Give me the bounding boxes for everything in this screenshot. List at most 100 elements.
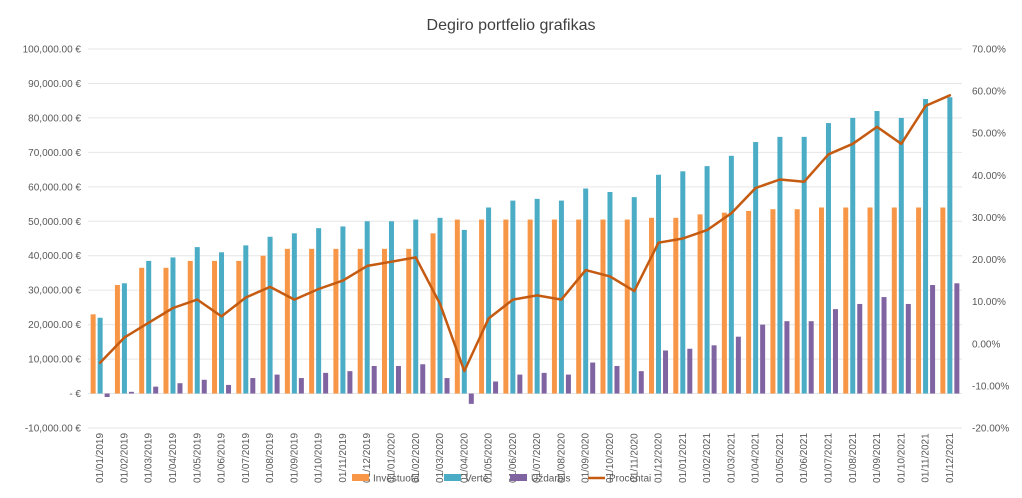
bar-investuota — [891, 207, 897, 394]
bar-investuota — [309, 248, 315, 394]
bar-vert- — [801, 136, 807, 394]
bar-u-darbis — [541, 372, 547, 394]
left-tick-label: 20,000.00 € — [28, 320, 81, 331]
bar-vert- — [947, 97, 953, 394]
x-tick-label: 01/02/2021 — [702, 433, 713, 483]
bar-vert- — [631, 197, 637, 394]
bar-u-darbis — [153, 386, 159, 394]
bar-u-darbis — [711, 345, 717, 394]
bar-vert- — [898, 117, 904, 394]
bar-investuota — [940, 207, 946, 394]
bar-vert- — [704, 166, 710, 394]
bar-u-darbis — [493, 381, 499, 394]
bar-vert- — [170, 257, 176, 394]
bar-vert- — [850, 117, 856, 394]
x-tick-label: 01/01/2021 — [678, 433, 689, 483]
bar-u-darbis — [832, 309, 838, 394]
bar-u-darbis — [201, 379, 207, 394]
bar-u-darbis — [784, 321, 790, 394]
x-tick-label: 01/03/2019 — [144, 433, 155, 483]
left-tick-label: - € — [69, 389, 81, 400]
bar-u-darbis — [347, 371, 353, 394]
x-tick-label: 01/08/2021 — [848, 433, 859, 483]
x-tick-label: 01/07/2021 — [823, 433, 834, 483]
x-tick-label: 01/03/2021 — [726, 433, 737, 483]
bar-investuota — [284, 248, 290, 394]
left-tick-label: 50,000.00 € — [28, 217, 81, 228]
x-tick-label: 01/10/2020 — [605, 433, 616, 483]
bar-u-darbis — [517, 374, 523, 394]
x-tick-label: 01/06/2020 — [508, 433, 519, 483]
bar-investuota — [746, 210, 752, 394]
left-tick-label: -10,000.00 € — [25, 424, 82, 435]
x-axis: 01/01/2019 01/02/2019 01/03/2019 01/04/2019… — [95, 433, 956, 483]
x-tick-label: 01/10/2021 — [896, 433, 907, 483]
x-tick-label: 01/12/2019 — [362, 433, 373, 483]
bar-u-darbis — [663, 350, 669, 394]
bar-investuota — [576, 219, 582, 394]
bar-vert- — [923, 98, 929, 394]
bar-investuota — [673, 217, 679, 394]
bar-vert- — [316, 228, 322, 394]
legend: Investuota Vertė Uždarbis Procentai — [352, 474, 651, 485]
bar-u-darbis — [274, 374, 280, 394]
bar-u-darbis — [250, 378, 256, 394]
right-tick-label: 10.00% — [972, 297, 1006, 308]
right-tick-label: 60.00% — [972, 87, 1006, 98]
x-tick-label: 01/09/2020 — [581, 433, 592, 483]
bar-u-darbis — [687, 348, 693, 394]
bar-investuota — [90, 314, 96, 394]
legend-procentai-label: Procentai — [609, 474, 651, 485]
x-tick-label: 01/01/2020 — [386, 433, 397, 483]
grid-layer — [88, 48, 962, 429]
bar-vert- — [97, 317, 103, 394]
bar-vert- — [656, 174, 662, 394]
bar-investuota — [381, 248, 387, 394]
bar-investuota — [527, 219, 533, 394]
x-tick-label: 01/12/2020 — [654, 433, 665, 483]
left-tick-label: 80,000.00 € — [28, 113, 81, 124]
bar-investuota — [479, 219, 485, 394]
bar-investuota — [236, 260, 242, 394]
right-axis: -20.00% -10.00% 0.00% 10.00% 20.00% 30.00% 40.… — [972, 45, 1009, 435]
bar-investuota — [770, 209, 776, 394]
x-tick-label: 01/08/2020 — [556, 433, 567, 483]
bar-investuota — [139, 267, 145, 394]
bar-investuota — [333, 248, 339, 394]
bar-vert- — [753, 142, 759, 394]
bar-investuota — [649, 217, 655, 394]
bar-u-darbis — [930, 285, 936, 394]
x-tick-label: 01/09/2021 — [872, 433, 883, 483]
bar-u-darbis — [468, 393, 474, 404]
bar-vert- — [607, 191, 613, 394]
bar-investuota — [406, 248, 412, 394]
legend-investuota-label: Investuota — [373, 474, 420, 485]
legend-vert--label: Vertė — [465, 474, 489, 485]
left-tick-label: 10,000.00 € — [28, 355, 81, 366]
bar-vert- — [413, 219, 419, 394]
bar-vert- — [146, 260, 152, 394]
bar-vert- — [728, 155, 734, 394]
x-tick-label: 01/04/2020 — [459, 433, 470, 483]
right-tick-label: 30.00% — [972, 213, 1006, 224]
x-tick-label: 01/02/2020 — [411, 433, 422, 483]
left-tick-label: 40,000.00 € — [28, 251, 81, 262]
bar-u-darbis — [735, 336, 741, 394]
bar-u-darbis — [905, 303, 911, 394]
bar-vert- — [777, 136, 783, 394]
bar-u-darbis — [395, 365, 401, 394]
x-tick-label: 01/11/2021 — [921, 433, 932, 483]
x-tick-label: 01/07/2019 — [241, 433, 252, 483]
bar-vert- — [583, 188, 589, 394]
x-tick-label: 01/11/2020 — [629, 433, 640, 483]
bar-investuota — [260, 255, 266, 394]
bar-u-darbis — [226, 384, 232, 394]
right-tick-label: -20.00% — [972, 424, 1009, 435]
bar-vert- — [388, 221, 394, 394]
bar-u-darbis — [128, 391, 134, 394]
legend-u-darbis-swatch — [510, 474, 527, 481]
bar-vert- — [219, 252, 225, 394]
x-tick-label: 01/06/2019 — [217, 433, 228, 483]
bar-u-darbis — [565, 374, 571, 394]
